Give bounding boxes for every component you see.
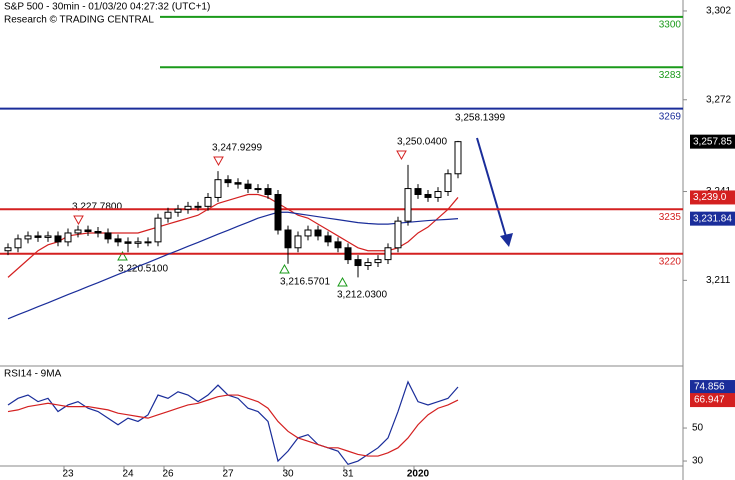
level-label: 3300 — [659, 20, 682, 31]
candle-body — [354, 259, 362, 267]
candle-body — [84, 229, 92, 232]
rsi-tag — [690, 393, 735, 408]
candle-body — [444, 173, 452, 193]
candle-body — [184, 205, 192, 210]
candle-body — [384, 247, 392, 261]
candle-body — [44, 235, 52, 238]
candle-body — [284, 229, 292, 249]
candle-body — [174, 208, 182, 213]
candle-body — [94, 230, 102, 234]
rsi-tag-label: 66.947 — [694, 395, 725, 406]
candle-body — [424, 193, 432, 198]
candle-body — [234, 182, 242, 185]
rsi-title: RSI14 - 9MA — [4, 369, 62, 380]
level-label: 3283 — [659, 70, 682, 81]
rsi-tag — [690, 380, 735, 395]
price-tag — [690, 134, 735, 149]
rsi-tick-label: 50 — [692, 423, 704, 434]
level-label: 3220 — [659, 256, 682, 267]
candle-body — [54, 235, 62, 243]
sell-marker — [213, 156, 224, 167]
forecast-arrowhead — [500, 233, 513, 247]
buy-marker — [337, 276, 348, 287]
candle-body — [374, 259, 382, 264]
buy-marker — [117, 250, 128, 261]
candle-body — [344, 247, 352, 261]
x-tick-label: 27 — [222, 469, 234, 480]
candle-body — [154, 217, 162, 243]
candle-body — [144, 241, 152, 244]
candle-body — [274, 193, 282, 231]
forecast-arrow — [476, 137, 508, 241]
candle-body — [124, 241, 132, 244]
x-tick-label: 30 — [282, 469, 294, 480]
x-tick-label: 23 — [62, 469, 74, 480]
candle-body — [34, 235, 42, 238]
candle-body — [194, 205, 202, 208]
candle-body — [64, 232, 72, 243]
candle-body — [14, 238, 22, 249]
candle-body — [24, 235, 32, 240]
candle-body — [204, 196, 212, 207]
candle-body — [294, 235, 302, 249]
candle-body — [264, 188, 272, 195]
annotation: 3,250.0400 — [397, 137, 447, 148]
annotation: 3,220.5100 — [118, 264, 168, 275]
candle-body — [454, 141, 462, 175]
price-tag — [690, 190, 735, 205]
candle-body — [254, 188, 262, 191]
x-tick-label: 24 — [122, 469, 134, 480]
candle-body — [404, 188, 412, 222]
level-label: 3269 — [659, 111, 682, 122]
sell-marker — [73, 215, 84, 226]
y-tick-label: 3,272 — [706, 94, 731, 105]
candle-body — [134, 241, 142, 244]
candle-body — [74, 229, 82, 234]
candle-body — [324, 235, 332, 243]
candle-body — [244, 183, 252, 190]
price-tag-label: 3,231.84 — [693, 213, 732, 224]
candle-body — [314, 229, 322, 237]
candle-body — [4, 247, 12, 252]
annotation: 3,212.0300 — [337, 290, 387, 301]
x-tick-label: 2020 — [407, 469, 430, 480]
rsi-tag-label: 74.856 — [694, 382, 725, 393]
candle-body — [434, 191, 442, 198]
moving-average — [7, 193, 459, 278]
moving-average — [7, 211, 459, 320]
price-tag-label: 3,239.0 — [693, 192, 727, 203]
candle-body — [104, 232, 112, 240]
annotation: 3,247.9299 — [212, 143, 262, 154]
candle-body — [334, 241, 342, 249]
candle-body — [164, 211, 172, 219]
candle-body — [224, 179, 232, 184]
y-tick-label: 3,302 — [706, 6, 731, 17]
price-tag-label: 3,257.85 — [693, 136, 732, 147]
annotation: 3,258.1399 — [455, 113, 505, 124]
candle-body — [414, 188, 422, 195]
rsi-line — [7, 380, 459, 466]
y-tick-label: 3,211 — [706, 275, 731, 286]
buy-marker — [279, 263, 290, 274]
chart-subtitle: Research © TRADING CENTRAL — [4, 15, 154, 26]
x-tick-label: 31 — [342, 469, 354, 480]
sell-marker — [396, 150, 407, 161]
candle-body — [394, 220, 402, 249]
x-tick-label: 26 — [162, 469, 174, 480]
candle-body — [304, 229, 312, 237]
candle-body — [114, 238, 122, 243]
candle-body — [364, 262, 372, 267]
candle-body — [214, 179, 222, 198]
rsi-line — [7, 394, 459, 457]
annotation: 3,227.7800 — [72, 202, 122, 213]
annotation: 3,216.5701 — [280, 277, 330, 288]
level-label: 3235 — [659, 212, 682, 223]
price-tag — [690, 211, 735, 226]
chart-title: S&P 500 - 30min - 01/03/20 04:27:32 (UTC… — [4, 2, 210, 13]
rsi-tick-label: 30 — [692, 456, 704, 467]
